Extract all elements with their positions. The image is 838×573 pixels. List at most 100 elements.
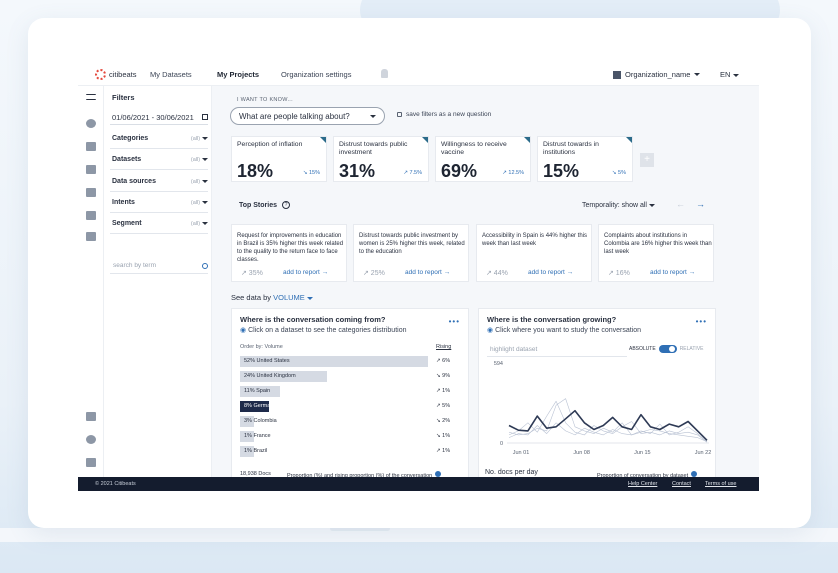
filters-panel: Filters 01/06/2021 - 30/06/2021 Categori… (104, 86, 212, 477)
info-icon[interactable] (435, 471, 442, 477)
filter-categories[interactable]: Categories (all) (110, 129, 208, 149)
toggle-absolute-label: ABSOLUTE (629, 346, 656, 352)
nav-my-datasets[interactable]: My Datasets (150, 70, 192, 79)
rising-header[interactable]: Rising (436, 344, 452, 350)
filter-label: Segment (112, 220, 142, 227)
series-line[interactable] (508, 422, 708, 442)
chevron-down-icon (202, 137, 208, 140)
corner-flag-icon (626, 137, 632, 143)
filter-segment[interactable]: Segment (all) (110, 214, 208, 234)
info-icon[interactable] (691, 471, 698, 477)
document-icon[interactable] (86, 232, 96, 241)
language-selector[interactable]: EN (720, 70, 739, 79)
kpi-title: Willingness to receive vaccine (441, 141, 507, 156)
more-options-icon[interactable]: ••• (448, 317, 460, 326)
dataset-name: Germany (253, 403, 277, 409)
filter-intents[interactable]: Intents (all) (110, 193, 208, 213)
toggle-switch[interactable] (658, 345, 677, 353)
order-by-select[interactable]: Order by: Volume (240, 344, 283, 350)
story-card[interactable]: Accessibility in Spain is 44% higher thi… (476, 224, 592, 282)
kpi-value: 69% (441, 161, 478, 181)
add-kpi-button[interactable]: + (640, 153, 654, 167)
bell-icon[interactable] (381, 69, 388, 78)
gear-icon[interactable] (86, 435, 96, 444)
dataset-bar (240, 446, 254, 457)
temporality-select[interactable]: Temporality: show all (582, 202, 655, 209)
chevron-down-icon (306, 297, 313, 300)
filter-value: (all) (190, 157, 201, 163)
proportion-note: Proportion (%) and rising proportion (%)… (287, 471, 442, 479)
story-card[interactable]: Complaints about institutions in Colombi… (598, 224, 714, 282)
series-line-highlighted[interactable] (508, 409, 708, 441)
kpi-delta: ↗ 7.5% (403, 170, 422, 176)
dataset-row[interactable]: 24% United Kingdom ↘ 9% (240, 371, 465, 382)
proportion-by-dataset-text: Proportion of conversation by dataset (597, 473, 689, 479)
see-data-by[interactable]: See data by VOLUME (231, 293, 313, 302)
line-chart[interactable]: 594 0 Jun 01 Jun 08 Jun 15 Jun 22 (485, 359, 713, 459)
dataset-row[interactable]: 1% France ↘ 1% (240, 431, 465, 442)
dataset-row[interactable]: 11% Spain ↗ 1% (240, 386, 465, 397)
list-check-icon[interactable] (86, 211, 96, 220)
filters-title: Filters (112, 93, 135, 102)
lock-icon (397, 112, 402, 117)
panel-subtitle-text: Click where you want to study the conver… (495, 327, 642, 334)
date-range-value: 01/06/2021 - 30/06/2021 (112, 112, 194, 122)
dataset-pct: 3% (244, 418, 252, 424)
save-filters-button[interactable]: save filters as a new question (397, 111, 491, 118)
search-input[interactable]: search by term (110, 258, 208, 274)
dataset-row[interactable]: 8% Germany ↗ 5% (240, 401, 465, 412)
more-options-icon[interactable]: ••• (695, 317, 707, 326)
copyright: © 2021 Citibeats (95, 481, 136, 487)
dataset-label: 24% United Kingdom (244, 373, 296, 379)
filter-value: (all) (190, 221, 201, 227)
temporality-label: Temporality: show all (582, 202, 647, 209)
chart-icon[interactable] (86, 142, 96, 151)
question-select[interactable]: What are people talking about? (230, 107, 385, 125)
map-icon[interactable] (86, 188, 96, 197)
dataset-row[interactable]: 1% Brazil ↗ 1% (240, 446, 465, 457)
search-icon[interactable] (202, 262, 208, 269)
help-icon[interactable]: ? (282, 201, 290, 209)
kpi-card[interactable]: Perception of inflation 18% ↘ 15% (231, 136, 327, 182)
footer: © 2021 Citibeats Help Center Contact Ter… (78, 477, 759, 491)
globe-icon[interactable] (86, 119, 96, 128)
add-to-report-link[interactable]: add to report → (405, 269, 451, 276)
absolute-relative-toggle[interactable]: ABSOLUTE RELATIVE (629, 345, 704, 353)
chevron-down-icon (648, 204, 655, 207)
filter-data-sources[interactable]: Data sources (all) (110, 172, 208, 192)
plus-square-icon[interactable] (86, 165, 96, 174)
kpi-card[interactable]: Willingness to receive vaccine 69% ↗ 12.… (435, 136, 531, 182)
kpi-card[interactable]: Distrust towards public investment 31% ↗… (333, 136, 429, 182)
next-arrow-icon[interactable]: → (696, 199, 705, 209)
dataset-label: 52% United States (244, 358, 290, 364)
nav-organization-settings[interactable]: Organization settings (281, 70, 352, 79)
download-icon[interactable] (86, 458, 96, 467)
prev-arrow-icon[interactable]: ← (676, 199, 685, 209)
date-range-picker[interactable]: 01/06/2021 - 30/06/2021 (110, 110, 208, 125)
footer-help-center[interactable]: Help Center (628, 481, 658, 487)
database-icon[interactable] (86, 412, 96, 421)
panel-subtitle: ◉ Click on a dataset to see the categorie… (240, 326, 406, 334)
y-tick-label: 594 (494, 361, 503, 367)
logo[interactable]: citibeats (95, 69, 137, 80)
filter-datasets[interactable]: Datasets (all) (110, 150, 208, 170)
add-to-report-link[interactable]: add to report → (650, 269, 696, 276)
dataset-row[interactable]: 52% United States ↗ 6% (240, 356, 465, 367)
story-card[interactable]: Request for improvements in education in… (231, 224, 347, 282)
dataset-pct: 24% (244, 373, 256, 379)
dataset-row[interactable]: 3% Colombia ↘ 2% (240, 416, 465, 427)
add-to-report-link[interactable]: add to report → (528, 269, 574, 276)
series-line[interactable] (508, 398, 708, 442)
kpi-delta: ↗ 12.5% (502, 170, 524, 176)
org-selector[interactable]: Organization_name (613, 70, 701, 79)
filter-label: Intents (112, 199, 135, 206)
story-card[interactable]: Distrust towards public investment by wo… (353, 224, 469, 282)
calendar-icon (202, 114, 208, 120)
footer-terms[interactable]: Terms of use (705, 481, 737, 487)
nav-my-projects[interactable]: My Projects (217, 70, 260, 79)
menu-icon[interactable] (86, 94, 96, 100)
add-to-report-link[interactable]: add to report → (283, 269, 329, 276)
footer-contact[interactable]: Contact (672, 481, 691, 487)
highlight-dataset-input[interactable]: highlight dataset (487, 343, 627, 357)
kpi-card[interactable]: Distrust towards in institutions 15% ↘ 5… (537, 136, 633, 182)
